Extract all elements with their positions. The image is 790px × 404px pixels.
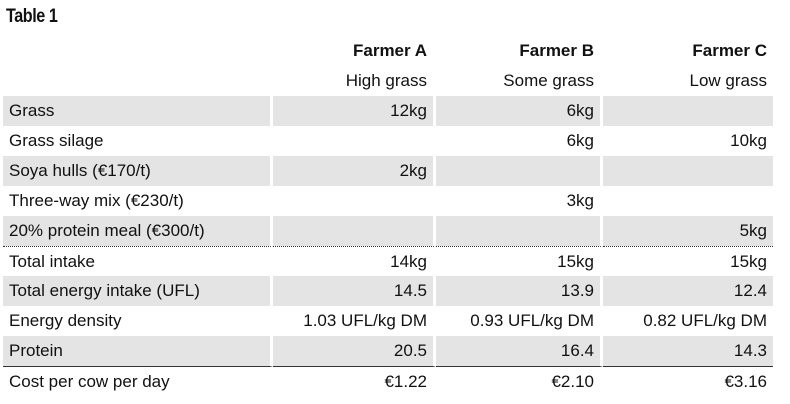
value-cell: 0.82 UFL/kg DM [643, 311, 767, 330]
header-cell: Farmer B [436, 36, 603, 66]
value-cell: 14.5 [273, 276, 436, 306]
value-cell: 3kg [436, 186, 603, 216]
row-label: Grass silage [3, 126, 273, 156]
value-cell: €2.10 [436, 366, 603, 396]
header-cell: Farmer C [692, 41, 767, 60]
value-cell [436, 156, 603, 186]
table-row: Cost per cow per day €1.22 €2.10 €3.16 [3, 366, 773, 396]
row-label: Energy density [3, 306, 273, 336]
row-label: Total energy intake (UFL) [3, 276, 273, 306]
header-row: Farmer A Farmer B Farmer C [3, 36, 773, 66]
value-cell [273, 126, 436, 156]
table-row: Grass 12kg 6kg [3, 96, 773, 126]
value-cell [436, 216, 603, 246]
row-label: Soya hulls (€170/t) [3, 156, 273, 186]
header-cell: Low grass [689, 71, 767, 90]
header-cell [3, 66, 273, 96]
table-row: Soya hulls (€170/t) 2kg [3, 156, 773, 186]
value-cell [273, 186, 436, 216]
table-row: 20% protein meal (€300/t) 5kg [3, 216, 773, 246]
header-cell: High grass [273, 66, 436, 96]
value-cell: 0.93 UFL/kg DM [436, 306, 603, 336]
value-cell: €3.16 [603, 366, 773, 396]
value-cell [603, 96, 773, 126]
value-cell: 14kg [273, 246, 436, 276]
value-cell: 10kg [730, 131, 767, 150]
header-row: High grass Some grass Low grass [3, 66, 773, 96]
table-row: Grass silage 6kg 10kg [3, 126, 773, 156]
value-cell: 16.4 [436, 336, 603, 366]
value-cell: 6kg [436, 96, 603, 126]
header-cell [3, 36, 273, 66]
table-row: Protein 20.5 16.4 14.3 [3, 336, 773, 366]
header-cell: Farmer A [273, 36, 436, 66]
value-cell: 2kg [273, 156, 436, 186]
row-label: Grass [3, 96, 273, 126]
row-label: 20% protein meal (€300/t) [3, 216, 273, 246]
row-label: Total intake [3, 246, 273, 276]
value-cell: 15kg [436, 246, 603, 276]
value-cell [603, 156, 773, 186]
value-cell: 12.4 [603, 276, 773, 306]
value-cell: 1.03 UFL/kg DM [273, 306, 436, 336]
row-label: Protein [3, 336, 273, 366]
value-cell: 6kg [436, 126, 603, 156]
value-cell: 12kg [273, 96, 436, 126]
row-label: Cost per cow per day [3, 366, 273, 396]
feed-table: Farmer A Farmer B Farmer C High grass Some g… [3, 36, 773, 396]
value-cell: 5kg [603, 216, 773, 246]
table-row: Total intake 14kg 15kg 15kg [3, 246, 773, 276]
value-cell: €1.22 [273, 366, 436, 396]
row-label: Three-way mix (€230/t) [3, 186, 273, 216]
table-row: Energy density 1.03 UFL/kg DM 0.93 UFL/kg … [3, 306, 773, 336]
value-cell [603, 186, 773, 216]
table-row: Three-way mix (€230/t) 3kg [3, 186, 773, 216]
table-title: Table 1 [6, 6, 58, 27]
value-cell: 15kg [603, 246, 773, 276]
value-cell [273, 216, 436, 246]
header-cell: Some grass [436, 66, 603, 96]
value-cell: 13.9 [436, 276, 603, 306]
table-row: Total energy intake (UFL) 14.5 13.9 12.4 [3, 276, 773, 306]
value-cell: 14.3 [603, 336, 773, 366]
value-cell: 20.5 [273, 336, 436, 366]
